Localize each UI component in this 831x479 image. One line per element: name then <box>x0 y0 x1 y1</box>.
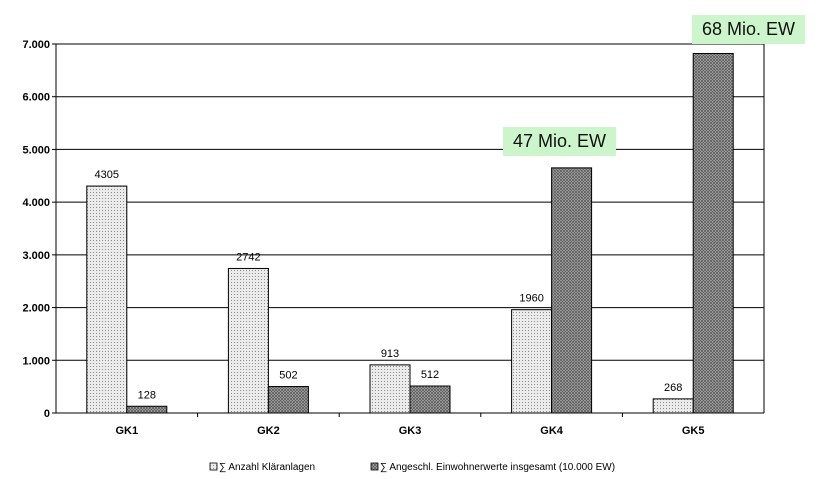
bar-gk4-series-2 <box>551 167 593 414</box>
legend-swatch-2 <box>370 462 379 471</box>
y-tick-label: 4.000 <box>22 197 50 209</box>
legend-label-1: ∑ Anzahl Kläranlagen <box>219 462 315 473</box>
annotation-gk4: 47 Mio. EW <box>503 127 617 156</box>
bar-gk2-series-1 <box>227 267 269 414</box>
bars <box>86 52 734 414</box>
data-label: 512 <box>421 369 439 381</box>
y-tick-label: 2.000 <box>22 303 50 315</box>
data-label: 1960 <box>519 293 543 305</box>
legend: ∑ Anzahl Kläranlagen ∑ Angeschl. Einwohn… <box>209 462 615 473</box>
x-category-label: GK1 <box>115 425 138 437</box>
legend-label-2: ∑ Angeschl. Einwohnerwerte insgesamt (10… <box>380 462 615 473</box>
bar-gk5-series-2 <box>692 52 734 414</box>
x-axis-categories: GK1 GK2 GK3 GK4 GK5 <box>115 413 705 437</box>
x-category-label: GK3 <box>399 425 422 437</box>
y-tick-label: 6.000 <box>22 92 50 104</box>
bar-gk1-series-2 <box>126 405 168 414</box>
bar-gk5-series-1 <box>652 398 694 414</box>
data-labels: 4305 128 2742 502 913 512 1960 268 <box>95 169 683 401</box>
y-axis-ticks: 0 1.000 2.000 3.000 4.000 5.000 6.000 7.000 <box>22 39 56 420</box>
bar-gk1-series-1 <box>86 185 128 414</box>
y-tick-label: 3.000 <box>22 250 50 262</box>
y-tick-label: 0 <box>44 408 50 420</box>
gridlines <box>56 43 764 361</box>
bar-gk4-series-1 <box>511 309 553 414</box>
x-category-label: GK2 <box>257 425 280 437</box>
y-tick-label: 5.000 <box>22 144 50 156</box>
bar-gk3-series-2 <box>409 385 451 414</box>
annotation-gk5: 68 Mio. EW <box>692 15 806 44</box>
y-tick-label: 1.000 <box>22 355 50 367</box>
data-label: 2742 <box>236 251 260 263</box>
data-label: 4305 <box>95 169 119 181</box>
legend-swatch-1 <box>209 462 218 471</box>
data-label: 502 <box>279 370 297 382</box>
data-label: 268 <box>664 382 682 394</box>
x-category-label: GK5 <box>682 425 705 437</box>
data-label: 913 <box>381 348 399 360</box>
data-label: 128 <box>138 389 156 401</box>
x-category-label: GK4 <box>540 425 564 437</box>
y-tick-label: 7.000 <box>22 39 50 51</box>
bar-gk3-series-1 <box>369 364 411 414</box>
bar-gk2-series-2 <box>267 386 309 414</box>
